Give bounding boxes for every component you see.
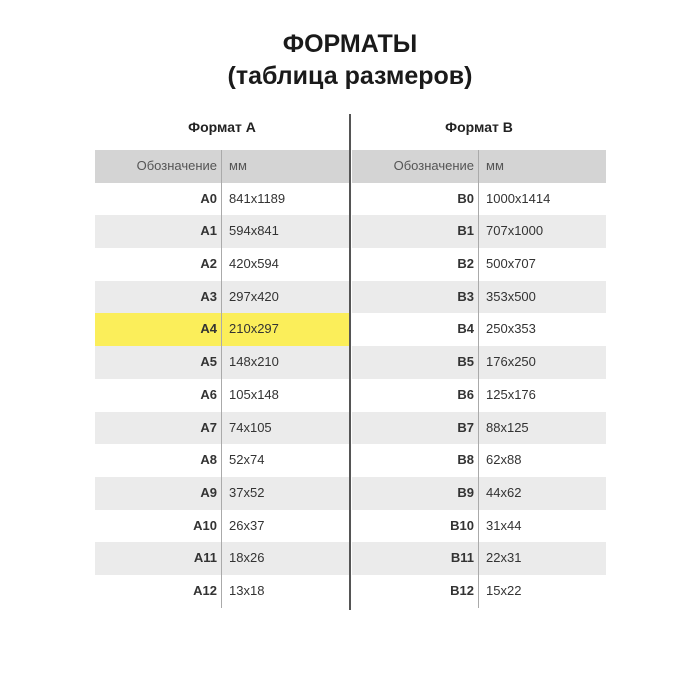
table-row: B4 250x353 bbox=[352, 313, 606, 347]
header-mm: мм bbox=[486, 158, 504, 173]
table-row: B7 88x125 bbox=[352, 411, 606, 445]
format-size: 125x176 bbox=[486, 386, 536, 402]
table-row: A6 105x148 bbox=[95, 378, 349, 412]
format-size: 18x26 bbox=[229, 550, 265, 566]
header-designation: Обозначение bbox=[95, 150, 222, 183]
format-name: A1 bbox=[95, 215, 222, 249]
table-row: A10 26x37 bbox=[95, 509, 349, 543]
format-size: 1000x1414 bbox=[486, 190, 551, 206]
table-row: A3 297x420 bbox=[95, 280, 349, 314]
format-size: 26x37 bbox=[229, 517, 265, 533]
table-row: A11 18x26 bbox=[95, 542, 349, 575]
format-b-table: Формат B Обозначение мм B0 1000x1414 B1 707x1… bbox=[352, 117, 606, 608]
format-name: B5 bbox=[352, 346, 479, 379]
format-name: A2 bbox=[95, 248, 222, 281]
format-name: A0 bbox=[95, 182, 222, 216]
format-size: 420x594 bbox=[229, 256, 279, 272]
format-name: B11 bbox=[352, 542, 479, 575]
format-name: A6 bbox=[95, 378, 222, 412]
format-name: B1 bbox=[352, 215, 479, 249]
table-row: B0 1000x1414 bbox=[352, 182, 606, 216]
format-name: B6 bbox=[352, 378, 479, 412]
format-name: A5 bbox=[95, 346, 222, 379]
format-size: 594x841 bbox=[229, 223, 279, 239]
format-size: 37x52 bbox=[229, 484, 265, 500]
vertical-divider bbox=[349, 114, 351, 610]
format-size: 353x500 bbox=[486, 288, 536, 304]
header-row: Обозначение мм bbox=[95, 150, 349, 183]
format-name: B4 bbox=[352, 313, 479, 347]
format-size: 500x707 bbox=[486, 256, 536, 272]
table-row: B8 62x88 bbox=[352, 444, 606, 477]
format-a-table: Формат A Обозначение мм A0 841x1189 A1 594x84… bbox=[95, 117, 349, 608]
table-row: B1 707x1000 bbox=[352, 215, 606, 249]
format-size: 210x297 bbox=[229, 321, 279, 337]
format-size: 250x353 bbox=[486, 321, 536, 337]
table-row: B5 176x250 bbox=[352, 346, 606, 379]
format-name: A11 bbox=[95, 542, 222, 575]
format-size: 88x125 bbox=[486, 419, 529, 435]
table-caption: Формат A bbox=[188, 119, 256, 135]
table-row: B10 31x44 bbox=[352, 509, 606, 543]
format-size: 74x105 bbox=[229, 419, 272, 435]
format-size: 52x74 bbox=[229, 452, 265, 468]
page-title: ФОРМАТЫ bbox=[282, 30, 418, 58]
format-name: A8 bbox=[95, 444, 222, 477]
format-size: 15x22 bbox=[486, 582, 522, 598]
table-row: A12 13x18 bbox=[95, 574, 349, 608]
table-row: B11 22x31 bbox=[352, 542, 606, 575]
format-name: A10 bbox=[95, 509, 222, 543]
format-name: A7 bbox=[95, 411, 222, 445]
format-size: 13x18 bbox=[229, 582, 265, 598]
format-name: B3 bbox=[352, 280, 479, 314]
format-size: 105x148 bbox=[229, 386, 279, 402]
header-row: Обозначение мм bbox=[352, 150, 606, 183]
table-row: B9 44x62 bbox=[352, 476, 606, 510]
header-designation: Обозначение bbox=[352, 150, 479, 183]
table-row: B12 15x22 bbox=[352, 574, 606, 608]
format-size: 22x31 bbox=[486, 550, 522, 566]
table-row: A5 148x210 bbox=[95, 346, 349, 379]
table-caption: Формат B bbox=[445, 119, 513, 135]
format-name: B8 bbox=[352, 444, 479, 477]
format-name: B10 bbox=[352, 509, 479, 543]
format-name: A4 bbox=[95, 313, 222, 347]
format-size: 707x1000 bbox=[486, 223, 544, 239]
page-subtitle: (таблица размеров) bbox=[227, 62, 473, 90]
format-name: B12 bbox=[352, 574, 479, 608]
header-mm: мм bbox=[229, 158, 247, 173]
format-name: A3 bbox=[95, 280, 222, 314]
format-size: 44x62 bbox=[486, 484, 522, 500]
table-row: A8 52x74 bbox=[95, 444, 349, 477]
table-row: B3 353x500 bbox=[352, 280, 606, 314]
format-size: 148x210 bbox=[229, 354, 279, 370]
table-row: A7 74x105 bbox=[95, 411, 349, 445]
format-size: 176x250 bbox=[486, 354, 536, 370]
table-row: A9 37x52 bbox=[95, 476, 349, 510]
format-name: B0 bbox=[352, 182, 479, 216]
table-row: A0 841x1189 bbox=[95, 182, 349, 216]
table-row: A4 210x297 bbox=[95, 313, 349, 347]
format-name: A12 bbox=[95, 574, 222, 608]
format-name: B9 bbox=[352, 476, 479, 510]
format-size: 62x88 bbox=[486, 452, 522, 468]
table-row: A2 420x594 bbox=[95, 248, 349, 281]
format-size: 297x420 bbox=[229, 288, 279, 304]
table-row: B6 125x176 bbox=[352, 378, 606, 412]
format-size: 31x44 bbox=[486, 517, 522, 533]
table-row: B2 500x707 bbox=[352, 248, 606, 281]
format-name: B7 bbox=[352, 411, 479, 445]
format-name: A9 bbox=[95, 476, 222, 510]
format-size: 841x1189 bbox=[229, 190, 286, 206]
format-name: B2 bbox=[352, 248, 479, 281]
table-row: A1 594x841 bbox=[95, 215, 349, 249]
